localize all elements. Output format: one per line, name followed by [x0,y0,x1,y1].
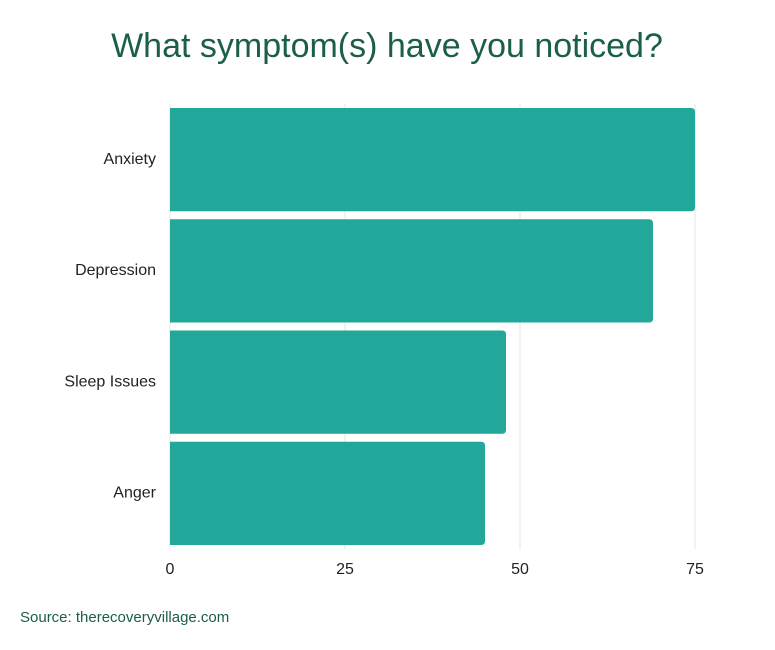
y-tick-label: Depression [75,262,156,279]
y-tick-label: Sleep Issues [64,373,156,390]
y-tick-label: Anxiety [104,151,156,168]
y-tick-label: Anger [113,485,156,502]
x-tick-label: 0 [166,561,175,578]
x-tick-label: 75 [686,561,704,578]
bar [170,108,695,212]
source: Source: therecoveryvillage.com [20,609,229,626]
bar [170,441,485,545]
chart-title: What symptom(s) have you noticed? [111,27,663,65]
bar [170,219,653,323]
x-tick-label: 25 [336,561,354,578]
bar [170,330,506,434]
x-tick-label: 50 [511,561,529,578]
